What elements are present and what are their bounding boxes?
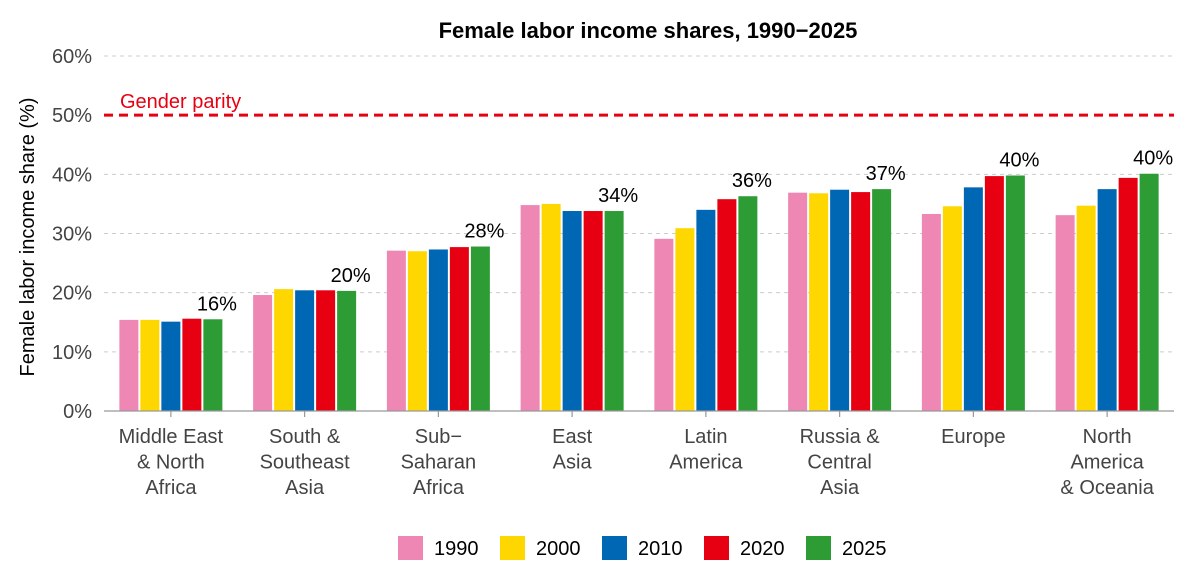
bar-2010 (830, 189, 850, 411)
gender-parity-label: Gender parity (120, 91, 241, 113)
y-tick-label: 0% (63, 401, 92, 423)
bar-1990 (520, 205, 540, 411)
x-tick-label: Russia & (800, 426, 881, 448)
bar-1990 (119, 319, 139, 411)
x-tick-label: Latin (684, 426, 727, 448)
gender-parity-reference: Gender parity (104, 91, 1174, 117)
data-label: 20% (331, 265, 371, 287)
bar-2000 (140, 319, 160, 411)
x-tick-label: Sub− (415, 426, 462, 448)
data-label: 34% (598, 185, 638, 207)
x-tick-label: South & (269, 426, 341, 448)
bar-2025 (337, 290, 357, 411)
y-axis-label: Female labor income share (%) (17, 98, 39, 377)
bar-2025 (1005, 175, 1025, 411)
x-tick-label: Saharan (401, 452, 477, 474)
x-tick-label: Africa (145, 477, 197, 499)
bar-2000 (274, 289, 294, 411)
bar-1990 (654, 238, 674, 411)
legend-label-2025: 2025 (842, 538, 887, 560)
x-tick-label: Middle East (119, 426, 224, 448)
bar-1990 (1055, 215, 1075, 411)
y-tick-label: 30% (52, 224, 92, 246)
legend-label-2000: 2000 (536, 538, 581, 560)
x-tick-label: & Oceania (1060, 477, 1154, 499)
legend-swatch-1990 (398, 536, 423, 560)
legend-label-2010: 2010 (638, 538, 683, 560)
x-tick-label: Asia (553, 452, 593, 474)
legend-swatch-2020 (704, 536, 729, 560)
x-tick-label: & North (137, 452, 205, 474)
data-labels: 16% 20% 28% 34% 36% 37% 40% 40% (197, 148, 1173, 316)
legend-label-1990: 1990 (434, 538, 479, 560)
y-axis-ticks: 0% 10% 20% 30% 40% 50% 60% (52, 46, 92, 423)
bar-2020 (984, 176, 1004, 411)
bar-2010 (428, 249, 448, 411)
x-tick-label: East (552, 426, 592, 448)
y-tick-label: 20% (52, 283, 92, 305)
x-tick-label: Asia (285, 477, 325, 499)
bar-2020 (316, 290, 336, 411)
bar-2010 (295, 290, 315, 411)
legend-swatch-2010 (602, 536, 627, 560)
bar-2010 (161, 321, 181, 411)
x-tick-label: Asia (820, 477, 860, 499)
x-tick-label: America (1070, 452, 1144, 474)
x-tick-label: America (669, 452, 743, 474)
bar-1990 (386, 250, 406, 411)
bar-2025 (470, 246, 490, 411)
bar-2025 (738, 196, 758, 411)
bar-2020 (583, 211, 603, 411)
bar-2020 (851, 192, 871, 411)
bar-2020 (717, 199, 737, 411)
bars (119, 173, 1159, 411)
legend: 1990 2000 2010 2020 2025 (398, 536, 887, 560)
bar-2010 (963, 187, 983, 411)
bar-2000 (942, 206, 962, 411)
bar-2010 (562, 211, 582, 411)
bar-2010 (696, 209, 716, 411)
chart-title: Female labor income shares, 1990−2025 (439, 18, 858, 43)
bar-2000 (675, 228, 695, 411)
bar-2020 (182, 318, 202, 411)
data-label: 28% (464, 221, 504, 243)
bar-1990 (253, 295, 273, 411)
x-tick-label: Southeast (260, 452, 351, 474)
bar-1990 (921, 213, 941, 411)
bar-2025 (604, 211, 624, 411)
bar-2000 (1076, 205, 1096, 411)
bar-2025 (203, 319, 223, 411)
x-tick-label: North (1083, 426, 1132, 448)
bar-2025 (1139, 173, 1159, 411)
bar-2025 (872, 189, 892, 411)
bar-1990 (788, 192, 808, 411)
bar-2000 (541, 203, 561, 411)
data-label: 37% (866, 163, 906, 185)
x-tick-label: Europe (941, 426, 1006, 448)
data-label: 40% (999, 150, 1039, 172)
y-tick-label: 60% (52, 46, 92, 68)
x-axis-ticks: Middle East & North Africa South & Southeast… (119, 411, 1155, 499)
y-tick-label: 40% (52, 164, 92, 186)
data-label: 40% (1133, 148, 1173, 170)
bar-2000 (407, 251, 427, 411)
x-tick-label: Central (807, 452, 871, 474)
data-label: 16% (197, 293, 237, 315)
bar-2000 (809, 193, 829, 411)
data-label: 36% (732, 170, 772, 192)
legend-swatch-2025 (806, 536, 831, 560)
legend-swatch-2000 (500, 536, 525, 560)
bar-2010 (1097, 189, 1117, 411)
bar-2020 (1118, 177, 1138, 411)
y-tick-label: 50% (52, 105, 92, 127)
x-tick-label: Africa (413, 477, 465, 499)
legend-label-2020: 2020 (740, 538, 785, 560)
bar-2020 (449, 247, 469, 411)
y-tick-label: 10% (52, 342, 92, 364)
